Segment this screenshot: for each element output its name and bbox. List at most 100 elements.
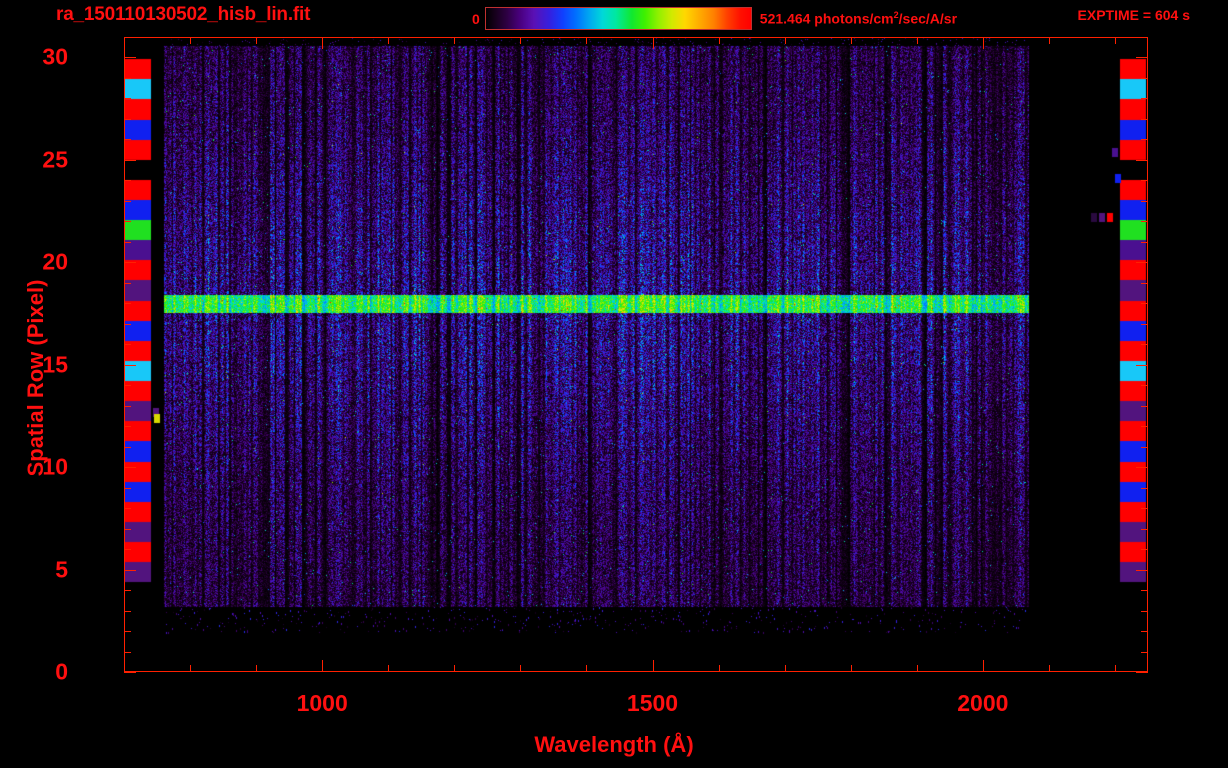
axis-tick — [1141, 78, 1148, 79]
axis-tick — [586, 37, 587, 44]
axis-tick — [917, 37, 918, 44]
x-axis-tick-label: 1500 — [626, 690, 679, 716]
axis-tick — [1141, 344, 1148, 345]
axis-tick — [1141, 385, 1148, 386]
axis-tick — [1141, 303, 1148, 304]
axis-tick — [1141, 406, 1148, 407]
axis-tick — [719, 665, 720, 672]
axis-tick — [124, 201, 131, 202]
axis-tick — [1141, 139, 1148, 140]
axis-tick — [124, 242, 131, 243]
axis-tick — [190, 665, 191, 672]
y-axis-tick-label: 20 — [42, 248, 68, 275]
axis-tick — [322, 37, 323, 49]
axis-tick — [124, 57, 136, 58]
axis-tick — [1136, 57, 1148, 58]
axis-tick — [785, 37, 786, 44]
y-axis-tick-label: 5 — [55, 556, 68, 583]
axis-tick — [1141, 221, 1148, 222]
axis-tick — [322, 660, 323, 672]
axis-tick — [124, 385, 131, 386]
plot-frame — [124, 37, 1148, 672]
colorbar-gradient — [484, 7, 752, 30]
exposure-time-label: EXPTIME = 604 s — [1077, 7, 1190, 23]
colorbar-units-pre: photons/cm — [814, 10, 894, 27]
axis-tick — [1141, 119, 1148, 120]
colorbar-legend: 0 521.464 photons/cm2/sec/A/sr — [472, 7, 957, 30]
axis-tick — [1141, 549, 1148, 550]
axis-tick — [1136, 467, 1148, 468]
axis-tick — [520, 665, 521, 672]
axis-tick — [653, 660, 654, 672]
colorbar-units-post: /sec/A/sr — [898, 10, 958, 27]
axis-tick — [653, 37, 654, 49]
axis-tick — [1141, 652, 1148, 653]
axis-tick — [1136, 365, 1148, 366]
axis-tick — [124, 665, 125, 672]
colorbar-units-exponent: 2 — [893, 10, 899, 21]
axis-tick — [1115, 665, 1116, 672]
axis-tick — [1141, 488, 1148, 489]
axis-tick — [586, 665, 587, 672]
axis-tick — [1141, 242, 1148, 243]
axis-tick — [1141, 37, 1148, 38]
axis-tick — [1141, 426, 1148, 427]
axis-tick — [124, 447, 131, 448]
axis-tick — [124, 570, 136, 571]
axis-tick — [124, 672, 136, 673]
axis-tick — [1141, 611, 1148, 612]
y-axis-tick-label: 0 — [55, 658, 68, 685]
x-axis-tick-label: 2000 — [957, 690, 1009, 716]
axis-tick — [124, 365, 136, 366]
spectrogram-image — [125, 38, 1147, 671]
axis-tick — [1141, 508, 1148, 509]
axis-tick — [124, 611, 131, 612]
axis-tick — [1141, 283, 1148, 284]
axis-tick — [983, 660, 984, 672]
axis-tick — [1049, 37, 1050, 44]
axis-tick — [124, 324, 131, 325]
axis-tick — [124, 139, 131, 140]
axis-tick — [124, 180, 131, 181]
axis-tick — [851, 37, 852, 44]
axis-tick — [1136, 672, 1148, 673]
axis-tick — [124, 37, 131, 38]
axis-tick — [124, 160, 136, 161]
axis-tick — [1141, 201, 1148, 202]
axis-tick — [124, 631, 131, 632]
axis-tick — [124, 119, 131, 120]
axis-tick — [983, 37, 984, 49]
axis-tick — [124, 406, 131, 407]
x-axis-tick-label: 1000 — [296, 690, 348, 716]
y-axis-tick-label: 10 — [42, 453, 68, 480]
axis-tick — [1136, 262, 1148, 263]
axis-tick — [124, 652, 131, 653]
y-axis-tick-label: 15 — [42, 351, 68, 378]
axis-tick — [124, 262, 136, 263]
axis-tick — [851, 665, 852, 672]
colorbar-max-label: 521.464 photons/cm2/sec/A/sr — [760, 11, 957, 26]
axis-tick — [1049, 665, 1050, 672]
axis-tick — [1141, 447, 1148, 448]
page-title: ra_150110130502_hisb_lin.fit — [56, 4, 311, 25]
axis-tick — [124, 344, 131, 345]
y-axis-tick-label: 25 — [42, 146, 68, 173]
axis-tick — [785, 665, 786, 672]
axis-tick — [124, 529, 131, 530]
axis-tick — [454, 665, 455, 672]
axis-tick — [454, 37, 455, 44]
axis-tick — [124, 98, 131, 99]
colorbar-min-label: 0 — [472, 10, 480, 27]
axis-tick — [124, 283, 131, 284]
axis-tick — [388, 665, 389, 672]
axis-tick — [124, 590, 131, 591]
axis-tick — [1141, 180, 1148, 181]
axis-tick — [1115, 37, 1116, 44]
axis-tick — [124, 303, 131, 304]
axis-tick — [190, 37, 191, 44]
axis-tick — [1141, 324, 1148, 325]
axis-tick — [256, 665, 257, 672]
axis-tick — [124, 78, 131, 79]
axis-tick — [124, 426, 131, 427]
